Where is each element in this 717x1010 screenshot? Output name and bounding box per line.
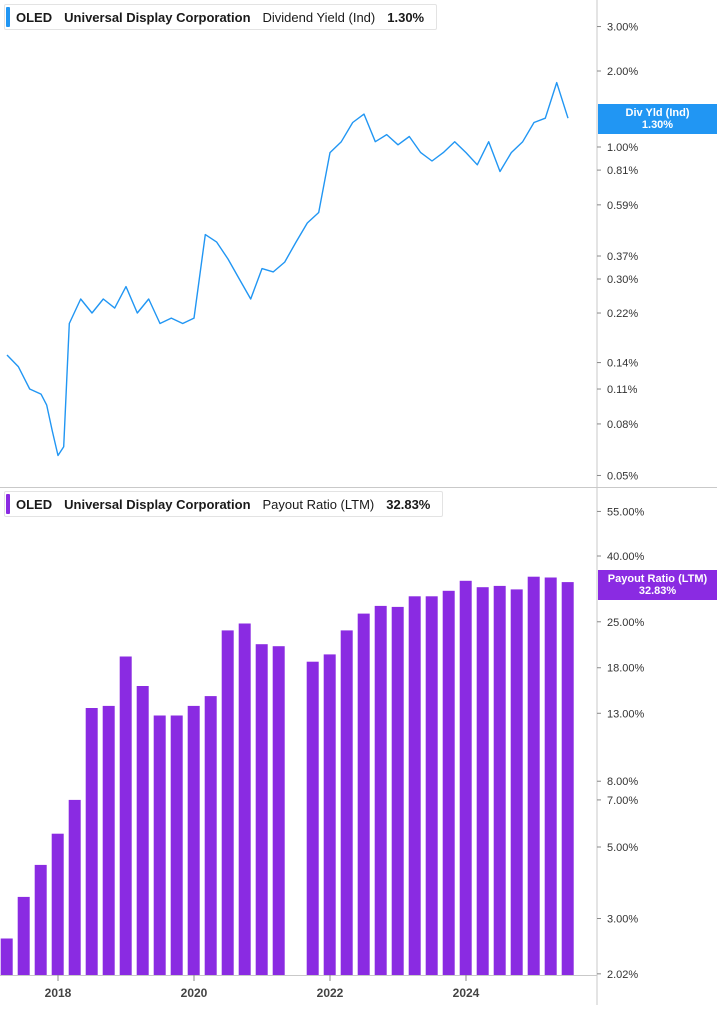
payout-bar [51,833,64,975]
x-tick-label: 2024 [453,986,480,1000]
bottom-badge-value: 32.83% [638,585,677,597]
bottom-legend-ticker: OLED [16,496,53,512]
payout-bar [34,864,47,975]
payout-bar [374,605,387,975]
top-legend-swatch [6,7,10,27]
payout-bar [136,686,149,975]
payout-bar [493,585,506,975]
bottom-current-value-badge: Payout Ratio (LTM) 32.83% [598,570,717,600]
top-y-tick-label: 3.00% [607,22,638,34]
top-y-tick-label: 0.08% [607,419,638,431]
top-y-tick-label: 0.59% [607,200,638,212]
payout-bar [17,896,30,975]
payout-bar [357,613,370,975]
payout-bar [561,582,574,975]
top-legend-company: Universal Display Corporation [64,9,251,25]
payout-bar [102,705,115,975]
top-legend-ticker: OLED [16,9,53,25]
payout-bar [340,630,353,975]
bottom-y-tick-label: 40.00% [607,551,645,563]
payout-bar [0,938,13,975]
bottom-legend-value: 32.83% [386,496,431,512]
payout-bar [544,577,557,975]
bottom-y-tick-label: 7.00% [607,795,638,807]
bottom-legend-company: Universal Display Corporation [64,496,251,512]
bottom-y-tick-label: 55.00% [607,506,645,518]
bottom-y-tick-label: 8.00% [607,776,638,788]
payout-bar [85,708,98,975]
top-legend-metric: Dividend Yield (Ind) [262,9,376,25]
payout-bar [238,623,251,975]
top-y-tick-label: 0.14% [607,358,638,370]
bottom-y-tick-label: 18.00% [607,663,645,675]
bottom-legend-swatch [6,494,10,514]
top-legend-value: 1.30% [387,9,425,25]
payout-bar [170,715,183,975]
payout-bar [255,644,268,975]
dividend-yield-line [6,81,569,457]
top-y-tick-label: 0.05% [607,470,638,482]
payout-bar [306,661,319,975]
top-y-tick-label: 1.00% [607,142,638,154]
payout-bar [153,715,166,975]
top-y-tick-label: 0.22% [607,308,638,320]
x-tick-label: 2020 [181,986,208,1000]
bottom-y-tick-label: 2.02% [607,969,638,981]
bottom-y-tick-label: 5.00% [607,842,638,854]
bottom-legend-metric: Payout Ratio (LTM) [262,496,375,512]
payout-bar [510,589,523,975]
x-tick-label: 2018 [45,986,72,1000]
top-y-tick-label: 0.37% [607,251,638,263]
bottom-y-tick-label: 3.00% [607,913,638,925]
top-badge-value: 1.30% [641,119,674,131]
payout-bar [221,630,234,975]
payout-bar [476,587,489,975]
x-tick-label: 2022 [317,986,344,1000]
payout-bar [425,596,438,975]
top-legend: OLED Universal Display Corporation Divid… [4,4,438,30]
top-y-tick-label: 0.30% [607,274,638,286]
top-badge-label: Div Yld (Ind) [625,107,690,119]
top-y-tick-label: 0.81% [607,165,638,177]
payout-bar [187,705,200,975]
bottom-badge-label: Payout Ratio (LTM) [607,573,708,585]
payout-bar [204,696,217,975]
top-current-value-badge: Div Yld (Ind) 1.30% [598,104,717,134]
payout-bar [272,646,285,975]
payout-bar [527,576,540,975]
payout-bar [391,606,404,975]
payout-bar [323,654,336,975]
bottom-y-tick-label: 13.00% [607,708,645,720]
payout-bar [459,580,472,975]
payout-bar [119,656,132,975]
top-y-tick-label: 2.00% [607,66,638,78]
payout-bar [408,596,421,975]
bottom-legend: OLED Universal Display Corporation Payou… [4,491,444,517]
payout-bar [68,799,81,975]
payout-bar [442,590,455,975]
top-y-tick-label: 0.11% [607,384,638,396]
bottom-y-tick-label: 25.00% [607,617,645,629]
